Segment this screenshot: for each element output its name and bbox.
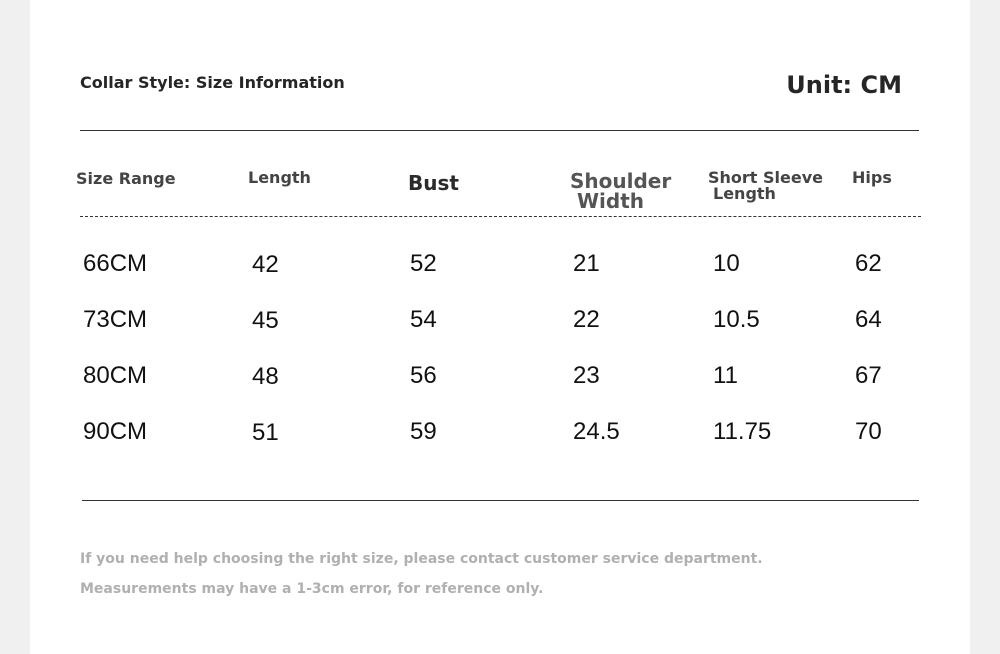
cell-bust: 56 [410,362,437,389]
cell-shoulder-width: 21 [573,250,600,277]
unit-label: Unit: CM [786,71,902,99]
cell-hips: 67 [855,362,882,389]
cell-bust: 54 [410,306,437,333]
cell-shoulder-width: 24.5 [573,418,620,445]
cell-shoulder-width: 23 [573,362,600,389]
cell-size: 80CM [83,362,148,389]
header-shoulder-width: Shoulder Width [570,171,671,211]
cell-sleeve-length: 11.75 [713,418,772,445]
cell-size: 90CM [83,418,148,445]
cell-hips: 70 [855,418,882,445]
cell-length: 42 [252,251,279,278]
cell-sleeve-length: 10 [713,250,740,277]
header-bust: Bust [408,171,459,195]
cell-size: 66CM [83,250,148,277]
header-short-sleeve-length: Short Sleeve Length [708,170,823,202]
top-divider [80,130,919,131]
cell-bust: 59 [410,418,437,445]
cell-shoulder-width: 22 [573,306,600,333]
cell-hips: 64 [855,306,882,333]
header-hips: Hips [852,168,892,187]
header-dashed-divider [80,216,921,217]
page-title: Collar Style: Size Information [80,73,345,92]
size-chart-card [30,0,970,654]
header-size-range: Size Range [76,169,176,188]
cell-size: 73CM [83,306,148,333]
header-shoulder-width-line1: Shoulder [570,169,672,193]
cell-length: 48 [252,363,279,390]
cell-sleeve-length: 10.5 [713,306,760,333]
help-note: If you need help choosing the right size… [80,551,763,567]
header-short-sleeve-line2: Length [713,184,776,203]
cell-length: 45 [252,307,279,334]
measurement-note: Measurements may have a 1-3cm error, for… [80,581,544,597]
cell-sleeve-length: 11 [713,362,738,389]
header-shoulder-width-line2: Width [577,189,645,213]
bottom-divider [82,500,919,501]
header-length: Length [248,168,311,187]
cell-length: 51 [252,419,279,446]
cell-bust: 52 [410,250,437,277]
cell-hips: 62 [855,250,882,277]
header-short-sleeve-line1: Short Sleeve [708,168,824,187]
